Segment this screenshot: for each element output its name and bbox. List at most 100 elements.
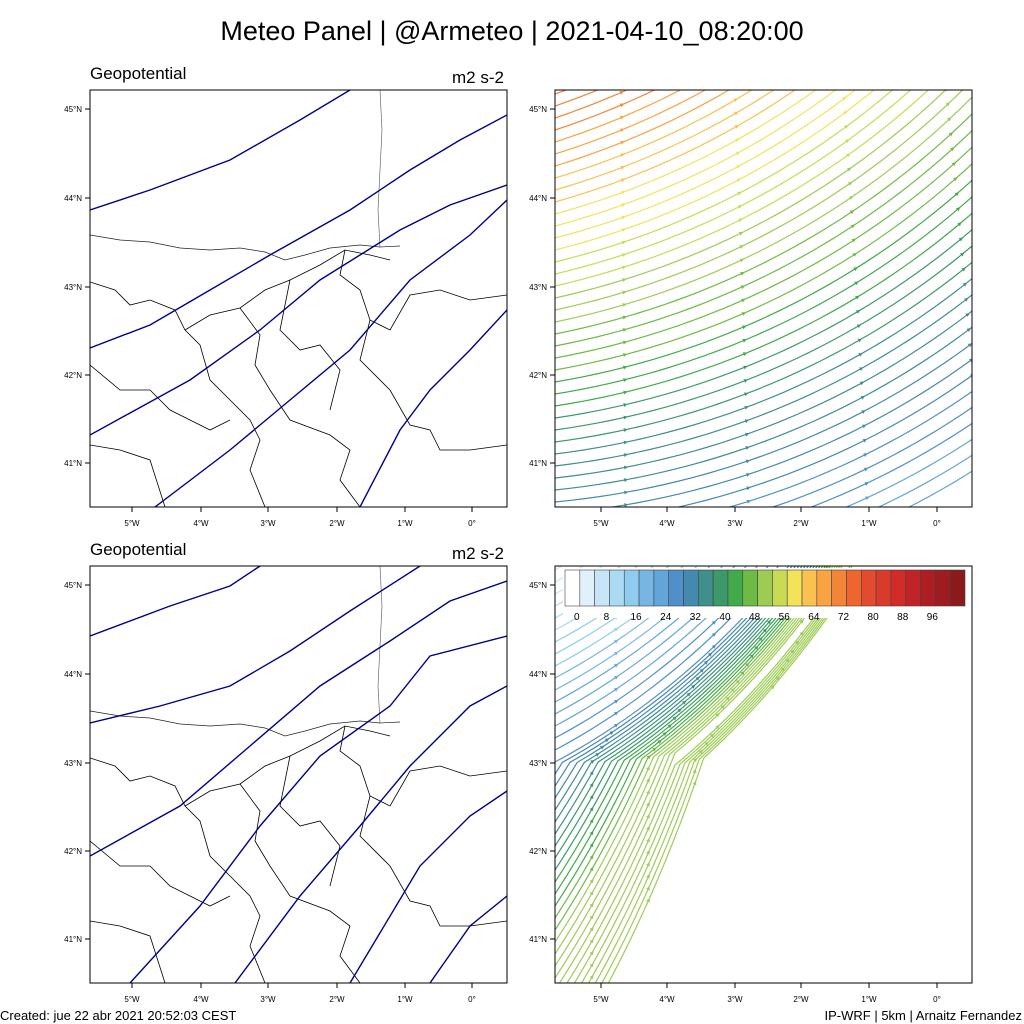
streamline-arrow xyxy=(613,663,619,668)
panel-frame xyxy=(554,89,973,508)
wind-streamline xyxy=(555,129,972,347)
lon-tick-label: 0° xyxy=(933,519,941,528)
geopotential-contour xyxy=(90,90,351,211)
lat-tick-label: 42°N xyxy=(64,371,82,380)
wind-streamline xyxy=(555,146,972,359)
streamline-arrow xyxy=(868,74,873,79)
streamline-arrow xyxy=(961,267,966,272)
colorbar-swatch xyxy=(860,569,877,607)
streamline-arrow xyxy=(868,230,873,235)
colorbar-swatch xyxy=(727,569,744,607)
lon-tick-label: 4°W xyxy=(193,995,209,1004)
wind-streamline xyxy=(555,212,972,407)
streamline-arrow xyxy=(614,482,620,488)
wind-streamline xyxy=(607,610,833,983)
lat-tick-label: 43°N xyxy=(64,759,82,768)
region-border xyxy=(90,757,266,983)
streamline-arrow xyxy=(829,555,835,561)
wind-streamline xyxy=(601,600,838,983)
streamline-arrow xyxy=(868,278,873,283)
lon-tick-label: 0° xyxy=(468,995,476,1004)
streamline-arrow xyxy=(785,658,790,663)
streamline-arrow xyxy=(943,71,949,77)
colorbar-label: 88 xyxy=(897,612,909,623)
map-panel-1: 45°N 44°N 43°N 42°N 41°N 5°W 4°W 3°W 2°W 1°W 0° xyxy=(64,89,508,528)
streamline-arrow xyxy=(677,708,682,713)
streamline-arrow xyxy=(712,487,718,493)
streamline-arrow xyxy=(613,687,619,692)
streamline-arrow xyxy=(770,684,775,690)
streamline-arrow xyxy=(712,535,718,541)
credit-text: IP-WRF | 5km | Arnaitz Fernandez xyxy=(824,1008,1022,1023)
streamline-arrow xyxy=(662,731,667,737)
lon-tick-label: 1°W xyxy=(397,995,413,1004)
streamline-arrow xyxy=(613,699,619,704)
colorbar-swatch xyxy=(638,569,655,607)
streamline-arrow xyxy=(589,878,594,884)
streamline-arrow xyxy=(934,0,940,2)
streamline-arrow xyxy=(833,546,839,552)
streamline-arrow xyxy=(856,324,862,329)
lat-tick-label: 42°N xyxy=(64,847,82,856)
streamline-arrow xyxy=(972,402,978,408)
streamline-arrow xyxy=(621,240,627,245)
map-panel-2: 45°N 44°N 43°N 42°N 41°N 5°W 4°W 3°W 2°W 1°W 0° xyxy=(529,0,980,532)
streamline-arrow xyxy=(619,52,624,57)
streamline-arrow xyxy=(619,64,624,69)
lat-tick-label: 44°N xyxy=(64,194,82,203)
wind-streamline xyxy=(555,90,964,311)
streamline-arrow xyxy=(622,328,627,332)
lon-tick-label: 2°W xyxy=(329,995,345,1004)
lat-tick-label: 44°N xyxy=(529,194,547,203)
colorbar-swatch xyxy=(801,569,818,607)
lon-tick-label: 5°W xyxy=(124,995,140,1004)
geopotential-contour xyxy=(90,580,507,857)
colorbar-swatch xyxy=(668,569,684,607)
streamline-arrow xyxy=(622,315,627,320)
region-border xyxy=(239,307,361,507)
streamline-arrow xyxy=(941,56,947,62)
created-timestamp: Created: jue 22 abr 2021 20:52:03 CEST xyxy=(0,1008,237,1023)
streamline-arrow xyxy=(624,527,629,532)
wind-streamline xyxy=(675,374,972,507)
streamline-arrow xyxy=(794,640,799,645)
wind-streamline xyxy=(555,228,972,419)
wind-streamline xyxy=(877,454,972,507)
streamline-arrow xyxy=(623,453,629,458)
streamline-arrow xyxy=(711,644,717,649)
streamline-arrow xyxy=(712,451,718,457)
streamline-arrow xyxy=(868,338,873,343)
streamline-arrow xyxy=(735,679,740,684)
streamline-arrow xyxy=(698,749,704,754)
streamline-arrow xyxy=(868,326,873,331)
streamline-arrow xyxy=(737,205,743,209)
wind-streamline xyxy=(555,566,819,871)
geopotential-contour xyxy=(154,199,507,507)
streamline-arrow xyxy=(859,367,864,371)
wind-streamline xyxy=(555,161,918,558)
streamline-arrow xyxy=(618,2,623,7)
panel-content xyxy=(90,566,507,983)
streamline-arrow xyxy=(860,473,866,479)
colorbar-swatch xyxy=(653,569,670,607)
streamline-arrow xyxy=(712,319,718,325)
streamline-arrow xyxy=(766,619,772,625)
streamline-arrow xyxy=(712,355,718,361)
wind-streamline xyxy=(555,566,803,811)
streamline-arrow xyxy=(836,537,842,543)
streamline-arrow xyxy=(693,757,698,763)
streamline-arrow xyxy=(646,850,650,855)
colorbar-label: 32 xyxy=(690,612,702,623)
lon-tick-label: 3°W xyxy=(727,519,743,528)
streamline-arrow xyxy=(958,237,964,242)
streamline-arrow xyxy=(974,418,980,424)
panel-content xyxy=(555,0,980,532)
streamline-arrow xyxy=(712,367,718,373)
streamline-arrow xyxy=(734,111,739,116)
streamline-arrow xyxy=(691,684,696,689)
streamline-arrow xyxy=(735,151,741,156)
region-border xyxy=(90,920,166,983)
wind-streamline xyxy=(555,566,748,715)
panel-frame xyxy=(554,565,973,984)
